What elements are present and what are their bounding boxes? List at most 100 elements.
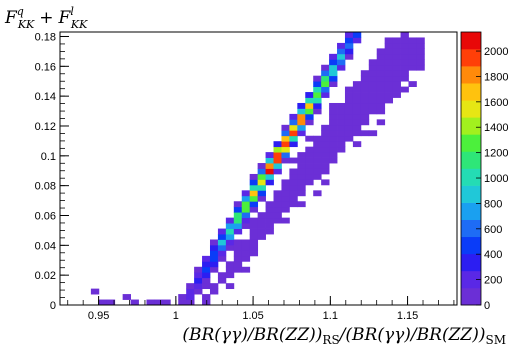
color-scale-label: 200 (484, 275, 502, 287)
heatmap-cell (257, 184, 266, 191)
y-tick-label: 0.1 (41, 151, 56, 163)
heatmap-cell (202, 294, 211, 300)
color-scale: 0 200 400 600 800 1000 1200 1400 1600 1800 2000 (460, 31, 508, 312)
color-scale-band (461, 270, 481, 289)
heatmap-cell (329, 135, 338, 142)
heatmap-cell (337, 48, 346, 55)
heatmap-cell (249, 184, 259, 191)
heatmap-cell (360, 81, 370, 87)
heatmap-cell (408, 42, 417, 49)
heatmap-cell (329, 59, 338, 66)
heatmap-cell (400, 59, 409, 66)
heatmap-cell (241, 250, 251, 257)
heatmap-cell (337, 119, 346, 126)
heatmap-cell (265, 201, 274, 208)
heatmap-cell (416, 42, 425, 49)
heatmap-cell (273, 201, 282, 208)
heatmap-cell (329, 108, 338, 115)
heatmap-cell (313, 173, 322, 180)
heatmap-cell (352, 119, 362, 126)
heatmap-cell (265, 217, 274, 224)
heatmap-cell (162, 299, 171, 306)
heatmap-cell (257, 195, 266, 202)
heatmap-cell (400, 53, 409, 60)
heatmap-cell (297, 184, 306, 191)
heatmap-cell (313, 81, 322, 87)
heatmap-cell (321, 81, 330, 87)
heatmap-cell (249, 190, 259, 197)
heatmap-cell (400, 75, 409, 82)
heatmap-cell (297, 119, 306, 126)
heatmap-cell (337, 59, 346, 66)
y-tick-label: 0.16 (35, 61, 56, 73)
heatmap-cell (329, 146, 338, 153)
heatmap-cell (313, 141, 322, 148)
heatmap-cell (217, 277, 227, 284)
color-scale-band (461, 253, 481, 272)
heatmap-cell (90, 288, 100, 295)
heatmap-cell (225, 261, 235, 268)
heatmap-cell (368, 97, 378, 104)
y-tick-label: 0.06 (35, 210, 56, 222)
heatmap-cell (249, 201, 259, 208)
color-scale-band (461, 168, 481, 186)
heatmap-cell (408, 37, 417, 44)
heatmap-cell (321, 146, 330, 153)
heatmap-cell (289, 201, 298, 208)
y-tick-label: 0.04 (35, 240, 56, 252)
heatmap-cell (376, 64, 386, 71)
heatmap-cell (329, 152, 338, 158)
heatmap-cell (313, 97, 322, 104)
heatmap-cell (146, 299, 155, 306)
x-tick-label: 1 (173, 310, 179, 322)
heatmap-cell (233, 244, 243, 251)
heatmap-cell (344, 108, 354, 115)
heatmap-cell (225, 266, 235, 273)
heatmap-cell (352, 141, 362, 148)
heatmap-cell (400, 48, 409, 55)
heatmap-cell (194, 272, 203, 279)
heatmap-cell (329, 70, 338, 77)
heatmap-cell (297, 190, 306, 197)
heatmap-cell (233, 266, 243, 273)
heatmap-cell (321, 152, 330, 158)
heatmap-cell (265, 152, 274, 158)
heatmap-cell (329, 75, 338, 82)
heatmap-cell (384, 92, 394, 98)
heatmap-cell (344, 32, 354, 38)
heatmap-cell (329, 53, 338, 60)
heatmap-cell (281, 135, 290, 142)
xlabel-slash: / (338, 325, 348, 345)
heatmap-cell (154, 299, 163, 306)
heatmap-cell (392, 75, 401, 82)
heatmap-cell (289, 130, 298, 137)
heatmap-cell (289, 135, 298, 142)
heatmap-cell (233, 261, 243, 268)
heatmap-cell (344, 97, 354, 104)
heatmap-cell (321, 75, 330, 82)
chart-title: Fq KK + Fl KK (4, 5, 88, 31)
heatmap-cell (408, 53, 417, 60)
x-tick-label: 0.95 (88, 310, 109, 322)
heatmap-cell (289, 113, 298, 120)
heatmap-cell (265, 223, 274, 229)
heatmap-cell (337, 146, 346, 153)
xlabel-rs-sub: RS (322, 333, 339, 347)
xlabel-rs-term: (BR(γγ)/BR(ZZ)) (182, 325, 322, 345)
heatmap-cell (225, 234, 235, 240)
heatmap-cell (337, 124, 346, 131)
heatmap-cell (384, 86, 394, 93)
heatmap-cell (376, 75, 386, 82)
heatmap-cell (368, 70, 378, 77)
heatmap-cell (360, 119, 370, 126)
color-scale-label: 800 (484, 198, 502, 210)
heatmap-cell (376, 119, 386, 126)
heatmap-cell (241, 212, 251, 219)
heatmap-cell (202, 261, 211, 268)
heatmap-cell (209, 261, 219, 268)
heatmap-cell (241, 244, 251, 251)
heatmap-cell (225, 239, 235, 246)
color-scale-band (461, 185, 481, 203)
heatmap-cell (297, 130, 306, 137)
heatmap-cell (408, 59, 417, 66)
